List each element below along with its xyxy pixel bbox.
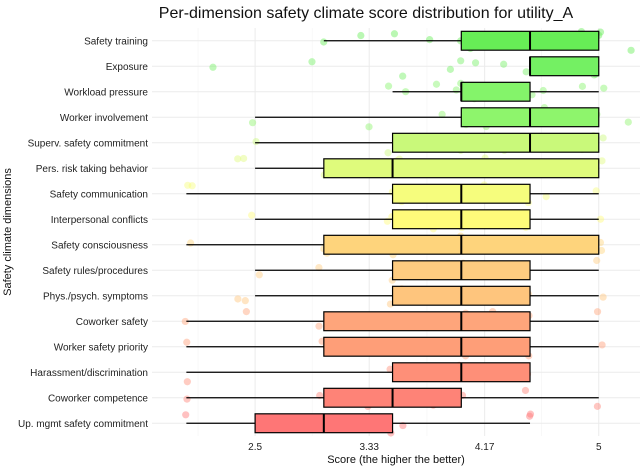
data-point (471, 59, 480, 67)
data-point (184, 181, 192, 189)
data-point (182, 411, 190, 419)
data-point (598, 157, 606, 165)
data-point (457, 57, 465, 65)
x-tick-label: 5 (596, 442, 602, 453)
data-point (234, 295, 242, 303)
data-point (384, 149, 392, 157)
y-tick-labels: Safety training Exposure Workload pressure… (18, 36, 149, 430)
data-point (183, 338, 191, 346)
data-point (596, 215, 605, 223)
data-point (241, 297, 249, 305)
y-tick-label: Safety consciousness (51, 240, 148, 251)
y-tick-label: Interpersonal conflicts (51, 215, 148, 226)
y-tick-label: Safety training (84, 36, 148, 47)
data-point (320, 38, 328, 46)
data-point (188, 182, 196, 190)
y-tick-label: Harassment/discrimination (30, 368, 148, 379)
data-point (446, 65, 454, 73)
y-tick-label: Coworker competence (48, 393, 148, 404)
x-tick-label: 2.5 (248, 442, 262, 453)
y-axis-title: Safety climate dimensions (2, 168, 14, 296)
data-point (252, 137, 260, 146)
data-point (598, 341, 606, 349)
data-point (624, 118, 632, 126)
data-point (599, 293, 607, 301)
y-tick-label: Worker safety priority (54, 342, 148, 353)
x-tick-labels: 2.5 3.33 4.17 5 (248, 442, 602, 453)
data-point (593, 256, 601, 265)
box (323, 311, 531, 332)
y-tick-label: Up. mgmt safety commitment (18, 419, 148, 430)
y-tick-label: Phys./psych. symptoms (43, 291, 148, 302)
data-point (578, 82, 587, 90)
data-point (500, 60, 508, 68)
data-point (183, 395, 191, 403)
data-point (522, 68, 530, 76)
data-point (399, 72, 407, 80)
data-point (600, 84, 608, 92)
data-point (315, 263, 323, 272)
y-tick-label: Safety rules/procedures (42, 266, 148, 277)
data-point (386, 365, 394, 373)
data-point (183, 378, 191, 386)
data-point (308, 58, 316, 66)
box (391, 132, 600, 153)
data-point (240, 154, 248, 163)
data-point (542, 192, 550, 201)
data-point (181, 317, 189, 326)
data-point (539, 86, 547, 95)
data-point (315, 322, 323, 330)
data-point (599, 134, 607, 142)
data-point (426, 36, 434, 44)
y-tick-label: Exposure (106, 62, 149, 73)
data-point (597, 246, 606, 255)
data-point (242, 308, 250, 316)
data-point (390, 30, 399, 38)
box (529, 56, 600, 77)
data-point (526, 410, 535, 418)
y-tick-label: Safety communication (50, 189, 148, 200)
box (323, 336, 531, 357)
box (323, 158, 600, 179)
x-tick-label: 4.17 (475, 442, 495, 453)
x-axis-title: Score (the higher the better) (327, 454, 465, 466)
y-tick-label: Workload pressure (64, 87, 148, 98)
data-point (234, 155, 242, 163)
data-point (521, 386, 530, 395)
data-point (365, 123, 373, 131)
data-point (209, 63, 217, 71)
y-tick-label: Superv. safety commitment (28, 138, 149, 149)
data-point (627, 46, 635, 54)
data-point (438, 110, 446, 118)
boxes (186, 30, 600, 434)
data-point (187, 239, 195, 247)
y-tick-label: Coworker safety (76, 317, 148, 328)
data-point (593, 308, 602, 316)
data-point (248, 119, 257, 127)
data-point (592, 187, 600, 195)
box (460, 81, 531, 102)
data-point (357, 31, 365, 40)
y-tick-label: Worker involvement (60, 113, 148, 124)
data-point (248, 211, 256, 219)
data-point (255, 271, 263, 279)
data-point (526, 412, 534, 420)
chart-title: Per-dimension safety climate score distr… (159, 5, 574, 22)
x-tick-label: 3.33 (359, 442, 379, 453)
data-point (432, 80, 441, 88)
data-point (452, 86, 460, 94)
data-point (593, 402, 602, 410)
data-point (384, 82, 393, 90)
y-tick-label: Pers. risk taking behavior (36, 164, 149, 175)
